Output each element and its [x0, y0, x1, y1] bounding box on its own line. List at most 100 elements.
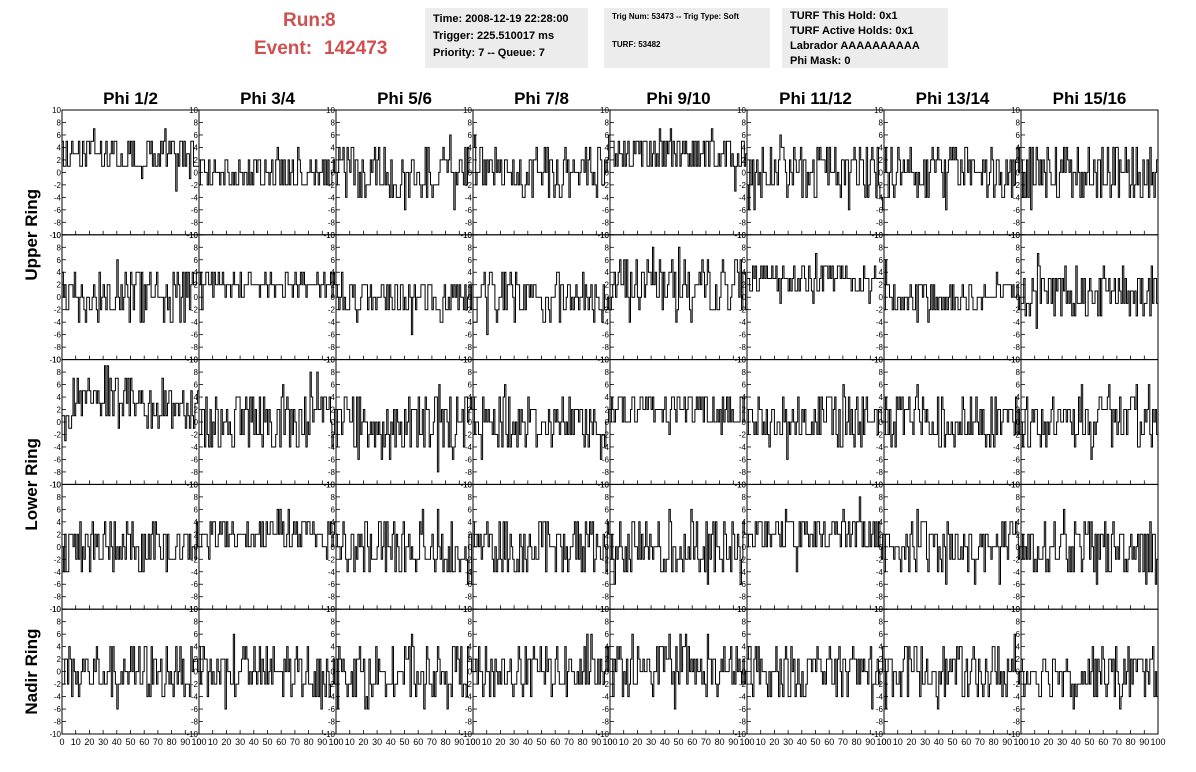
y-tick-label: -10	[323, 356, 335, 365]
y-tick-label: 8	[879, 243, 884, 252]
y-tick-label: -2	[739, 680, 747, 689]
y-tick-label: 4	[331, 643, 336, 652]
x-tick-label: 60	[550, 737, 560, 747]
x-tick-label: 0	[607, 737, 612, 747]
y-tick-label: -2	[602, 181, 610, 190]
y-tick-label: 4	[879, 268, 884, 277]
y-tick-label: 6	[194, 381, 199, 390]
y-tick-label: 4	[468, 268, 473, 277]
y-tick-label: 2	[879, 530, 884, 539]
y-tick-label: -8	[739, 593, 747, 602]
y-tick-label: -2	[1013, 181, 1021, 190]
y-tick-label: -10	[871, 730, 883, 739]
y-tick-label: 10	[463, 480, 472, 489]
y-tick-label: -8	[602, 593, 610, 602]
y-tick-label: -6	[54, 580, 62, 589]
y-tick-label: -4	[602, 193, 610, 202]
y-tick-label: 8	[331, 243, 336, 252]
y-tick-label: -6	[191, 206, 199, 215]
y-tick-label: -8	[1013, 718, 1021, 727]
waveform-trace	[1021, 384, 1158, 460]
x-tick-label: 30	[783, 737, 793, 747]
y-tick-label: 8	[742, 618, 747, 627]
y-tick-label: 6	[1016, 256, 1021, 265]
y-tick-label: 0	[742, 543, 747, 552]
y-tick-label: -4	[876, 568, 884, 577]
y-tick-label: -2	[328, 181, 336, 190]
waveform-trace	[199, 146, 336, 186]
y-tick-label: 10	[1011, 231, 1020, 240]
y-tick-label: -4	[191, 568, 199, 577]
y-tick-label: -10	[49, 605, 61, 614]
x-tick-label: 90	[865, 737, 875, 747]
y-tick-label: 0	[742, 668, 747, 677]
y-tick-label: -8	[876, 593, 884, 602]
y-tick-label: 4	[742, 393, 747, 402]
y-tick-label: -10	[597, 480, 609, 489]
y-tick-label: -6	[739, 705, 747, 714]
y-tick-label: 8	[742, 368, 747, 377]
y-tick-label: -6	[876, 331, 884, 340]
x-tick-label: 90	[1139, 737, 1149, 747]
x-tick-label: 0	[196, 737, 201, 747]
y-tick-label: 4	[879, 393, 884, 402]
waveform-trace	[62, 521, 199, 573]
y-tick-label: 4	[194, 643, 199, 652]
y-tick-label: 8	[468, 618, 473, 627]
y-tick-label: -4	[191, 193, 199, 202]
y-tick-label: 6	[194, 131, 199, 140]
y-tick-label: -4	[876, 193, 884, 202]
x-tick-label: 50	[262, 737, 272, 747]
y-tick-label: -4	[465, 318, 473, 327]
y-tick-label: -4	[191, 443, 199, 452]
y-tick-label: 8	[742, 118, 747, 127]
y-tick-label: 2	[57, 530, 62, 539]
x-tick-label: 10	[756, 737, 766, 747]
y-tick-label: -2	[739, 555, 747, 564]
x-tick-label: 60	[824, 737, 834, 747]
y-tick-label: 10	[1011, 106, 1020, 115]
x-tick-label: 10	[345, 737, 355, 747]
waveform-trace	[747, 253, 884, 304]
y-tick-label: -10	[49, 231, 61, 240]
y-tick-label: -2	[54, 181, 62, 190]
y-tick-label: -2	[1013, 306, 1021, 315]
y-tick-label: -8	[54, 343, 62, 352]
y-tick-label: -8	[191, 218, 199, 227]
y-tick-label: 4	[57, 143, 62, 152]
y-tick-label: 8	[879, 368, 884, 377]
y-tick-label: -6	[1013, 705, 1021, 714]
y-tick-label: 2	[331, 156, 336, 165]
y-tick-label: 2	[1016, 281, 1021, 290]
y-tick-label: 6	[468, 505, 473, 514]
x-tick-label: 10	[1030, 737, 1040, 747]
y-tick-label: 2	[742, 406, 747, 415]
column-title: Phi 5/6	[377, 89, 432, 108]
y-tick-label: 4	[605, 393, 610, 402]
y-tick-label: 10	[600, 231, 609, 240]
y-tick-label: 4	[605, 643, 610, 652]
column-title: Phi 13/14	[916, 89, 990, 108]
waveform-trace	[1021, 646, 1158, 710]
y-tick-label: 10	[326, 480, 335, 489]
y-tick-label: 10	[1011, 356, 1020, 365]
y-tick-label: 2	[1016, 156, 1021, 165]
y-tick-label: -4	[1013, 568, 1021, 577]
y-tick-label: 10	[600, 356, 609, 365]
y-tick-label: 10	[737, 106, 746, 115]
y-tick-label: 10	[52, 106, 61, 115]
y-tick-label: 2	[605, 655, 610, 664]
y-tick-label: -10	[734, 730, 746, 739]
x-tick-label: 80	[852, 737, 862, 747]
y-tick-label: 4	[879, 518, 884, 527]
y-tick-label: 2	[879, 406, 884, 415]
y-tick-label: -2	[191, 181, 199, 190]
